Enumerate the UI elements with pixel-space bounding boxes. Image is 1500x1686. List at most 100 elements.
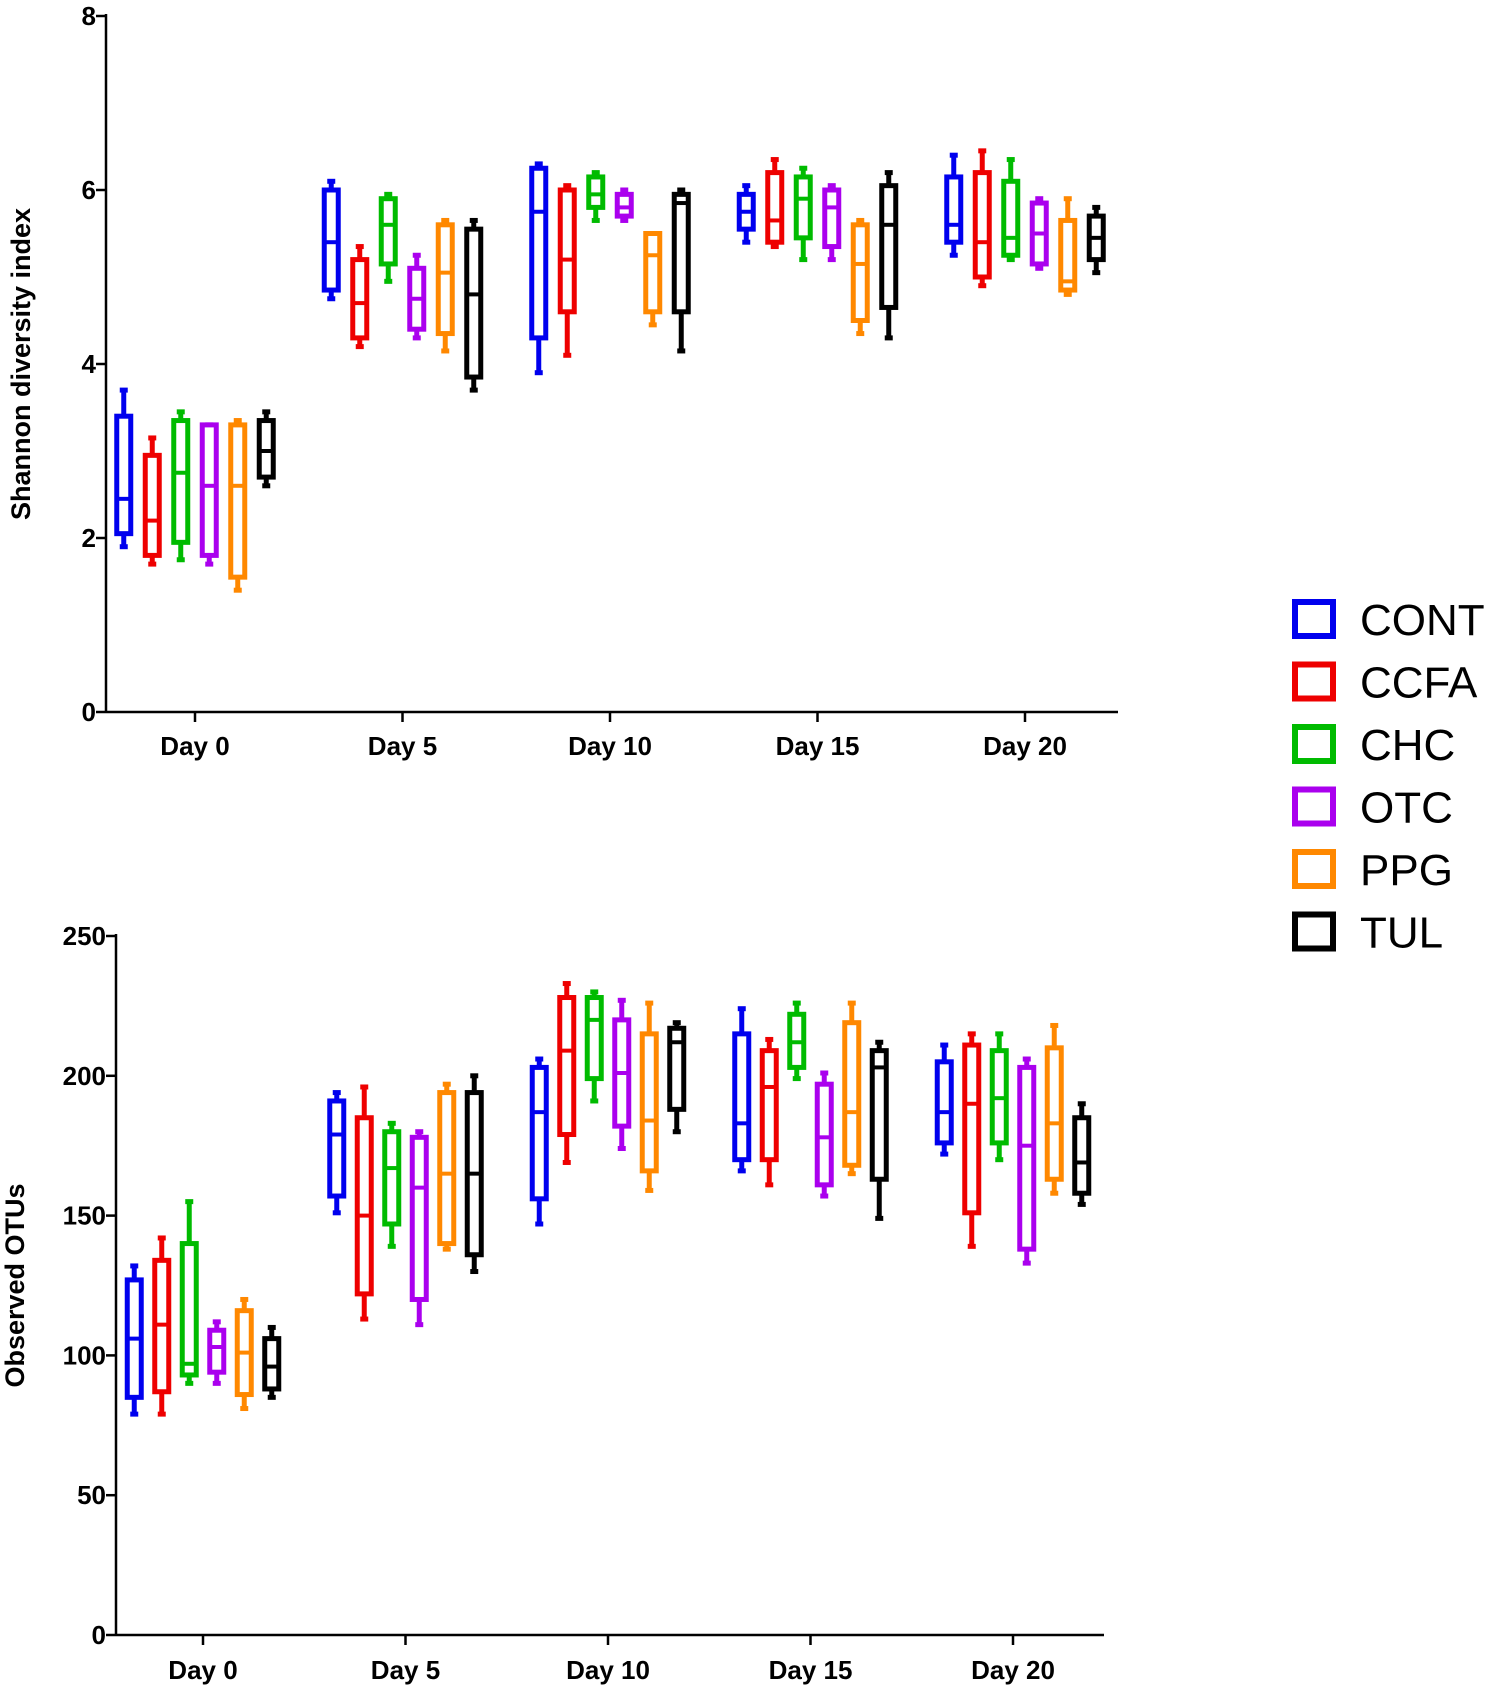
legend-swatch-cont	[1292, 599, 1336, 639]
box-body	[409, 1134, 429, 1302]
box-body	[1072, 1115, 1092, 1196]
y-tick-label: 4	[82, 349, 97, 379]
x-tick-label-day-10: Day 10	[568, 731, 652, 761]
box-chc-day-15	[787, 1000, 807, 1082]
y-tick-label: 100	[63, 1340, 106, 1370]
box-body	[171, 418, 191, 545]
legend-item-ccfa: CCFA	[1292, 659, 1478, 708]
x-tick-label-day-15: Day 15	[776, 731, 860, 761]
box-body	[584, 995, 604, 1082]
box-chc-day-0	[171, 409, 191, 563]
legend-swatch-tul	[1292, 911, 1336, 952]
box-tul-day-0	[262, 1324, 282, 1400]
box-body	[321, 187, 341, 293]
box-body	[765, 170, 785, 245]
box-body	[350, 257, 370, 341]
box-cont-day-20	[934, 1042, 954, 1157]
legend-swatch-otc	[1292, 786, 1336, 827]
box-cont-day-5	[327, 1090, 347, 1216]
box-body	[207, 1327, 227, 1375]
legend-swatch-ppg	[1292, 849, 1336, 889]
box-ccfa-day-15	[765, 157, 785, 250]
box-tul-day-0	[256, 409, 276, 489]
shannon-diversity-chart: 0 2 4 6 8 Shannon diversity index Day 0 Day 5 Da…	[6, 1, 1118, 761]
box-cont-day-5	[321, 178, 341, 302]
box-ccfa-day-0	[152, 1235, 172, 1417]
box-otc-day-0	[207, 1319, 227, 1386]
box-cont-day-15	[732, 1006, 752, 1174]
x-tick-label-day-5: Day 5	[368, 731, 437, 761]
box-body	[671, 191, 691, 315]
legend-label-ppg: PPG	[1360, 846, 1453, 895]
box-tul-day-5	[464, 1073, 484, 1275]
box-body	[1001, 178, 1021, 258]
y-tick-label: 250	[63, 921, 106, 951]
legend-swatch-ccfa	[1292, 661, 1336, 702]
box-otc-day-10	[612, 997, 632, 1151]
box-body	[529, 1064, 549, 1202]
box-ccfa-day-5	[350, 244, 370, 350]
box-body	[814, 1081, 834, 1188]
box-body	[614, 191, 634, 219]
box-body	[667, 1025, 687, 1112]
box-ccfa-day-20	[962, 1031, 982, 1249]
x-tick-label-day-15: Day 15	[769, 1655, 853, 1685]
box-ccfa-day-15	[759, 1036, 779, 1188]
box-cont-day-20	[944, 152, 964, 258]
box-ppg-day-20	[1044, 1022, 1064, 1196]
box-tul-day-15	[869, 1039, 889, 1221]
box-tul-day-10	[671, 187, 691, 354]
box-body	[354, 1115, 374, 1297]
box-tul-day-5	[464, 217, 484, 393]
box-body	[793, 174, 813, 241]
box-body	[382, 1129, 402, 1227]
y-tick-label: 2	[82, 523, 96, 553]
box-body	[199, 422, 219, 558]
legend-item-ppg: PPG	[1292, 846, 1453, 895]
x-tick-label-day-20: Day 20	[983, 731, 1067, 761]
legend-item-otc: OTC	[1292, 784, 1453, 833]
box-chc-day-15	[793, 165, 813, 263]
box-ppg-day-5	[437, 1081, 457, 1252]
box-chc-day-10	[586, 170, 606, 223]
box-cont-day-0	[124, 1263, 144, 1417]
box-tul-day-15	[879, 170, 899, 341]
box-body	[435, 222, 455, 337]
legend-label-ccfa: CCFA	[1360, 659, 1478, 708]
box-body	[934, 1059, 954, 1146]
box-body	[114, 413, 134, 537]
box-otc-day-10	[614, 187, 634, 223]
box-body	[557, 187, 577, 315]
box-body	[1058, 217, 1078, 293]
y-tick-label: 200	[63, 1061, 106, 1091]
box-body	[842, 1020, 862, 1168]
legend-item-tul: TUL	[1292, 909, 1443, 958]
box-chc-day-0	[179, 1199, 199, 1386]
box-ppg-day-10	[643, 231, 663, 328]
box-body	[822, 187, 842, 250]
box-body	[1017, 1064, 1037, 1252]
legend-swatch-chc	[1292, 724, 1336, 764]
x-tick-label-day-20: Day 20	[971, 1655, 1055, 1685]
box-otc-day-5	[409, 1129, 429, 1328]
box-tul-day-10	[667, 1020, 687, 1135]
y-tick-label: 150	[63, 1201, 106, 1231]
box-cont-day-10	[529, 161, 549, 376]
legend-label-chc: CHC	[1360, 721, 1455, 770]
box-body	[464, 226, 484, 380]
box-cont-day-15	[736, 183, 756, 245]
observed-otus-chart: 0 50 100 150 200 250 Observed OTUs Day 0 Day 5 Da…	[0, 921, 1104, 1685]
box-body	[529, 165, 549, 341]
x-tick-label-day-10: Day 10	[566, 1655, 650, 1685]
box-otc-day-20	[1017, 1056, 1037, 1266]
box-ppg-day-15	[842, 1000, 862, 1177]
box-ppg-day-20	[1058, 196, 1078, 297]
box-ccfa-day-0	[142, 435, 162, 567]
box-otc-day-5	[407, 252, 427, 341]
box-body	[879, 183, 899, 310]
box-body	[557, 995, 577, 1138]
box-otc-day-0	[199, 422, 219, 567]
y-tick-label: 8	[82, 1, 96, 31]
box-chc-day-20	[989, 1031, 1009, 1163]
